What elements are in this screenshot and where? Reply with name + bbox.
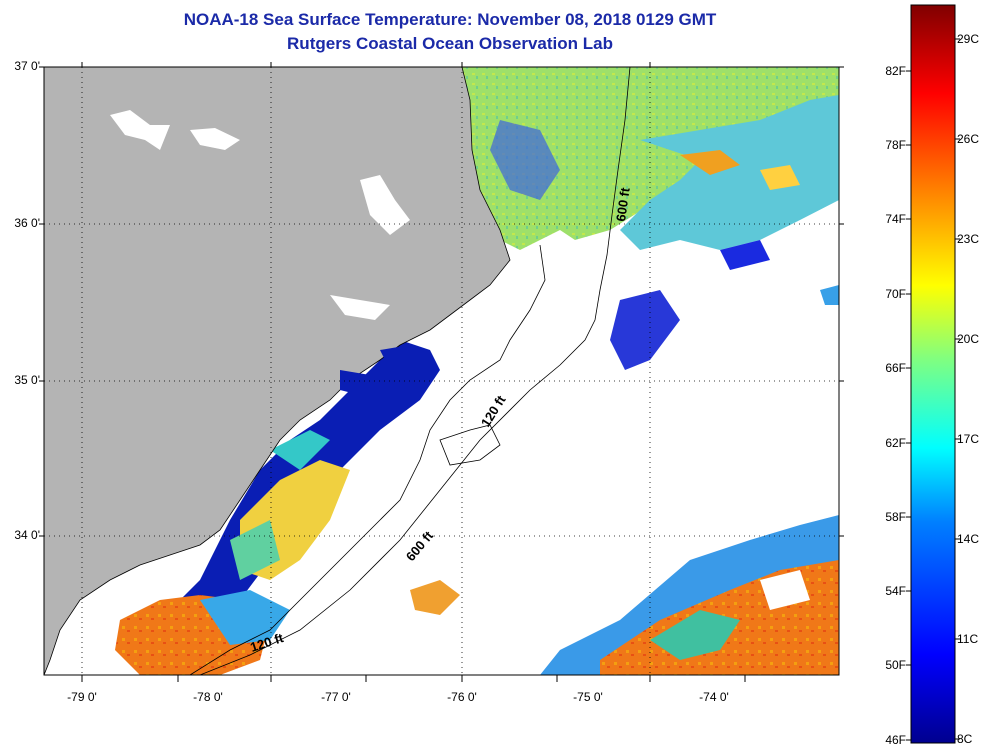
colorbar [910, 4, 956, 744]
lon-label-3: -76 0' [447, 690, 477, 704]
lon-label-5: -74 0' [699, 690, 729, 704]
lon-label-4: -75 0' [573, 690, 603, 704]
cb-c-26: 26C [957, 132, 980, 146]
cb-f-58: 58F [885, 510, 906, 524]
bathymetry-contours [189, 67, 631, 675]
lat-label-37: 37 0' [14, 59, 40, 73]
lat-label-35: 35 0' [14, 373, 40, 387]
cb-f-78: 78F [885, 138, 906, 152]
cb-f-66: 66F [885, 361, 906, 375]
cb-f-54: 54F [885, 584, 906, 598]
cb-c-11: 11C [957, 632, 979, 646]
lon-label-0: -79 0' [67, 690, 97, 704]
lat-label-34: 34 0' [14, 528, 40, 542]
lon-label-1: -78 0' [193, 690, 223, 704]
map-title: NOAA-18 Sea Surface Temperature: Novembe… [183, 10, 717, 29]
cb-c-14: 14C [957, 532, 980, 546]
cb-f-82: 82F [885, 64, 906, 78]
cb-f-50: 50F [885, 658, 906, 672]
map-subtitle: Rutgers Coastal Ocean Observation Lab [287, 34, 613, 53]
lon-label-2: -77 0' [321, 690, 351, 704]
cb-f-74: 74F [885, 212, 906, 226]
cb-f-62: 62F [885, 436, 906, 450]
contour-label-600-north: 600 ft [613, 186, 633, 222]
cb-f-46: 46F [885, 733, 906, 747]
cb-f-70: 70F [885, 287, 906, 301]
cb-c-23: 23C [957, 232, 980, 246]
lat-label-36: 36 0' [14, 216, 40, 230]
cb-c-17: 17C [957, 432, 980, 446]
cb-c-20: 20C [957, 332, 980, 346]
cb-c-29: 29C [957, 32, 980, 46]
cb-c-8: 8C [957, 732, 973, 746]
